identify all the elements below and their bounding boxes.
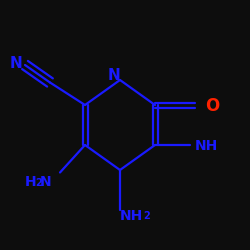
Text: 2: 2 <box>144 211 150 221</box>
Text: N: N <box>108 68 120 82</box>
Text: NH: NH <box>195 139 218 153</box>
Text: 2: 2 <box>36 178 43 188</box>
Text: N: N <box>40 176 51 190</box>
Text: N: N <box>10 56 22 71</box>
Text: H: H <box>25 176 36 190</box>
Text: O: O <box>205 97 219 115</box>
Text: NH: NH <box>120 209 143 223</box>
